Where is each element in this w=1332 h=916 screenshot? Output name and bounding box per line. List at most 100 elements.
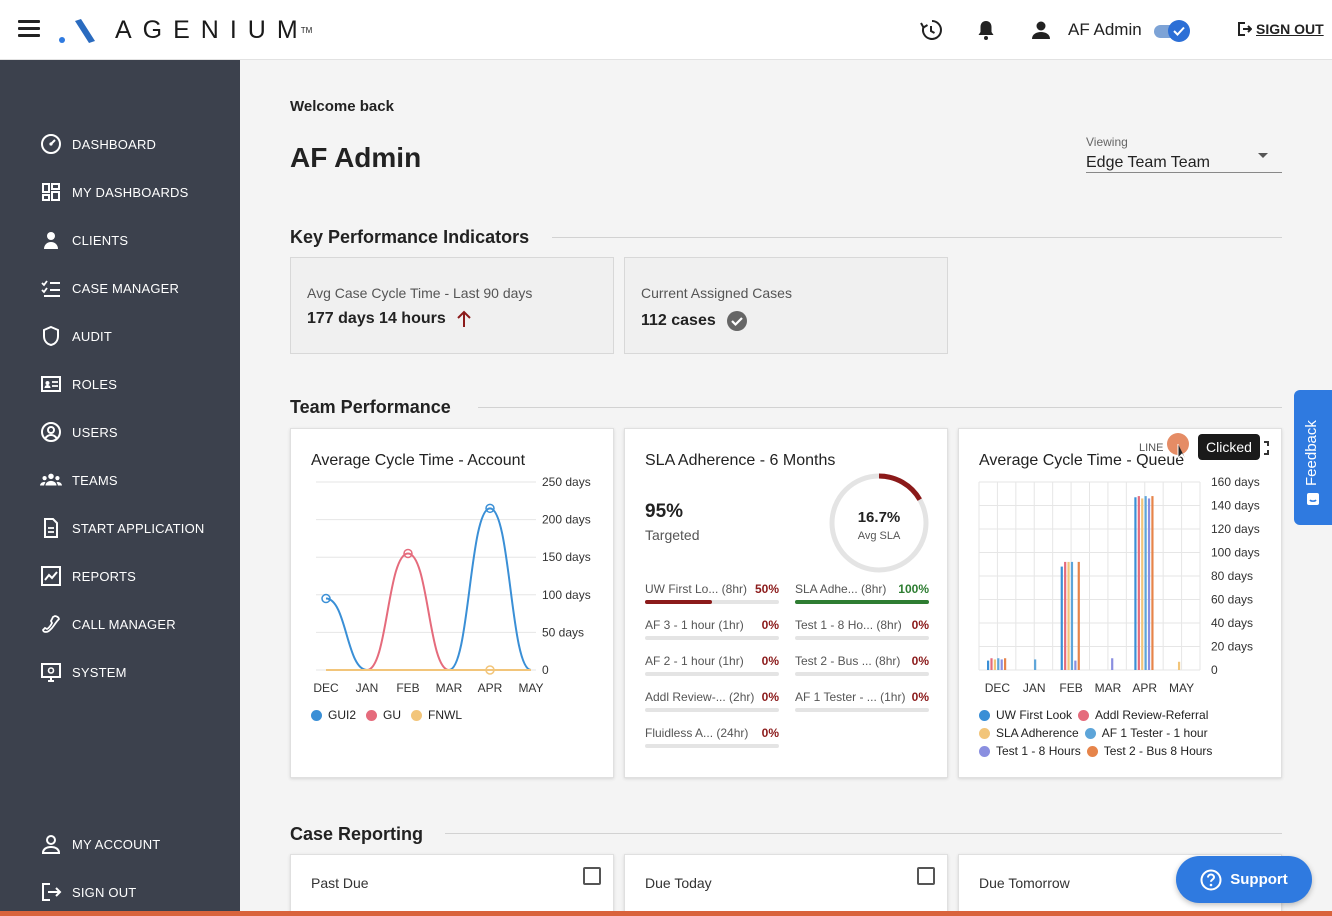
sla-row-percent: 0% xyxy=(761,690,779,704)
sidebar-item-label: CLIENTS xyxy=(72,232,129,248)
sidebar-item-case-manager[interactable]: CASE MANAGER xyxy=(40,276,179,300)
chart-type-menu-label[interactable]: LINE xyxy=(1139,442,1164,454)
y-tick-label: 250 days xyxy=(542,475,591,489)
sidebar-item-dashboard[interactable]: DASHBOARD xyxy=(40,132,156,156)
checkbox[interactable] xyxy=(583,867,601,885)
viewing-label: Viewing xyxy=(1086,135,1128,149)
sidebar-item-label: TEAMS xyxy=(72,472,118,488)
y-tick-label: 100 days xyxy=(1211,546,1260,560)
legend: Test 1 - 8 Hours Test 2 - Bus 8 Hours xyxy=(979,744,1212,758)
sla-row-name: Test 1 - 8 Ho... (8hr) xyxy=(795,618,902,632)
legend-dot xyxy=(1084,727,1096,739)
legend-dot xyxy=(411,709,423,721)
sidebar-item-my-account[interactable]: MY ACCOUNT xyxy=(40,832,160,856)
sla-row-percent: 0% xyxy=(911,654,929,668)
click-indicator-icon xyxy=(1167,433,1189,458)
bar xyxy=(997,658,1000,670)
shield-icon xyxy=(40,325,62,347)
sidebar-item-label: REPORTS xyxy=(72,568,137,584)
sla-progress-bar xyxy=(795,600,929,604)
sidebar-item-my-dashboards[interactable]: MY DASHBOARDS xyxy=(40,180,189,204)
sign-out-link[interactable]: SIGN OUT xyxy=(1236,21,1324,37)
bar xyxy=(990,658,993,670)
sidebar-item-start-application[interactable]: START APPLICATION xyxy=(40,516,204,540)
sidebar-item-users[interactable]: USERS xyxy=(40,420,118,444)
sidebar-item-label: AUDIT xyxy=(72,328,112,344)
sla-row-name: UW First Lo... (8hr) xyxy=(645,582,748,596)
y-tick-label: 140 days xyxy=(1211,499,1260,513)
sidebar-item-label: MY ACCOUNT xyxy=(72,836,161,852)
page-title: AF Admin xyxy=(290,142,422,173)
sla-row-percent: 0% xyxy=(911,690,929,704)
x-tick-label: APR xyxy=(478,681,503,695)
sidebar-item-sign-out[interactable]: SIGN OUT xyxy=(40,880,136,904)
checkbox[interactable] xyxy=(917,867,935,885)
logo-trademark: TM xyxy=(300,25,313,35)
line-chart[interactable]: 250 days 200 days 150 days 100 days 50 days 0… xyxy=(291,469,613,749)
legend-dot xyxy=(979,745,990,757)
sla-row-name: AF 2 - 1 hour (1hr) xyxy=(645,654,744,668)
sidebar-item-clients[interactable]: CLIENTS xyxy=(40,228,128,252)
agenium-logo[interactable]: AGENIUM TM xyxy=(57,14,312,46)
sla-progress-bar xyxy=(795,672,929,676)
team-section-title: Team Performance xyxy=(290,397,451,417)
divider xyxy=(552,237,1282,238)
y-tick-label: 100 days xyxy=(542,588,591,602)
sla-row-percent: 0% xyxy=(761,726,779,740)
viewing-select[interactable]: Viewing Edge Team Team xyxy=(1086,135,1282,173)
bar xyxy=(1000,659,1003,670)
sidebar-item-audit[interactable]: AUDIT xyxy=(40,324,112,348)
y-tick-label: 200 days xyxy=(542,513,591,527)
user-icon[interactable] xyxy=(1029,18,1053,42)
y-tick-label: 150 days xyxy=(542,550,591,564)
dashboard-icon xyxy=(40,133,62,155)
sidebar-item-reports[interactable]: REPORTS xyxy=(40,564,136,588)
phone-icon xyxy=(40,613,62,635)
y-tick-label: 160 days xyxy=(1211,475,1260,489)
bar xyxy=(987,660,990,670)
menu-icon[interactable] xyxy=(18,20,40,38)
kpi-value-text: 177 days 14 hours xyxy=(307,310,446,327)
bar-chart[interactable]: 160 days 140 days 120 days 100 days 80 days 6… xyxy=(959,469,1281,749)
bar xyxy=(1137,496,1140,670)
document-icon xyxy=(40,517,62,539)
theme-toggle[interactable] xyxy=(1152,20,1190,42)
check-icon xyxy=(1168,20,1190,42)
chart-card-account: Average Cycle Time - Account 250 days 200… xyxy=(290,428,614,778)
case-card-due-today[interactable]: Due Today xyxy=(624,854,948,916)
sidebar-item-roles[interactable]: ROLES xyxy=(40,372,117,396)
case-card-title: Due Today xyxy=(645,875,712,891)
sidebar-item-system[interactable]: SYSTEM xyxy=(40,660,127,684)
legend-label: UW First Look xyxy=(996,708,1073,722)
x-tick-label: DEC xyxy=(313,681,339,695)
kpi-section-title: Key Performance Indicators xyxy=(290,227,530,247)
bell-icon[interactable] xyxy=(974,18,998,42)
divider xyxy=(478,407,1282,408)
sla-progress-fill xyxy=(645,600,712,604)
sla-progress-bar xyxy=(795,708,929,712)
legend-label: Test 2 - Bus 8 Hours xyxy=(1103,744,1213,758)
sidebar-item-call-manager[interactable]: CALL MANAGER xyxy=(40,612,176,636)
bar xyxy=(1064,561,1067,670)
sla-progress-bar xyxy=(645,744,779,748)
sla-row-name: Fluidless A... (24hr) xyxy=(645,726,749,740)
chart-icon xyxy=(40,565,62,587)
sign-out-label: SIGN OUT xyxy=(1256,21,1324,37)
bottom-strip xyxy=(0,911,1332,916)
sla-row-percent: 100% xyxy=(898,582,929,596)
user-name: AF Admin xyxy=(1068,20,1142,39)
sidebar-item-teams[interactable]: TEAMS xyxy=(40,468,118,492)
x-tick-label: FEB xyxy=(396,681,419,695)
help-icon xyxy=(1200,869,1222,890)
case-card-past-due[interactable]: Past Due xyxy=(290,854,614,916)
bar xyxy=(1177,661,1181,670)
feedback-button[interactable]: Feedback xyxy=(1294,390,1332,525)
support-button[interactable]: Support xyxy=(1176,856,1312,903)
history-icon[interactable] xyxy=(919,18,943,42)
tooltip: Clicked xyxy=(1198,434,1260,460)
logo-mark-icon xyxy=(59,19,95,43)
team-icon xyxy=(40,469,62,491)
kpi-card-assigned-cases: Current Assigned Cases 112 cases xyxy=(624,257,948,354)
case-card-title: Past Due xyxy=(311,875,369,891)
data-point xyxy=(321,593,331,604)
